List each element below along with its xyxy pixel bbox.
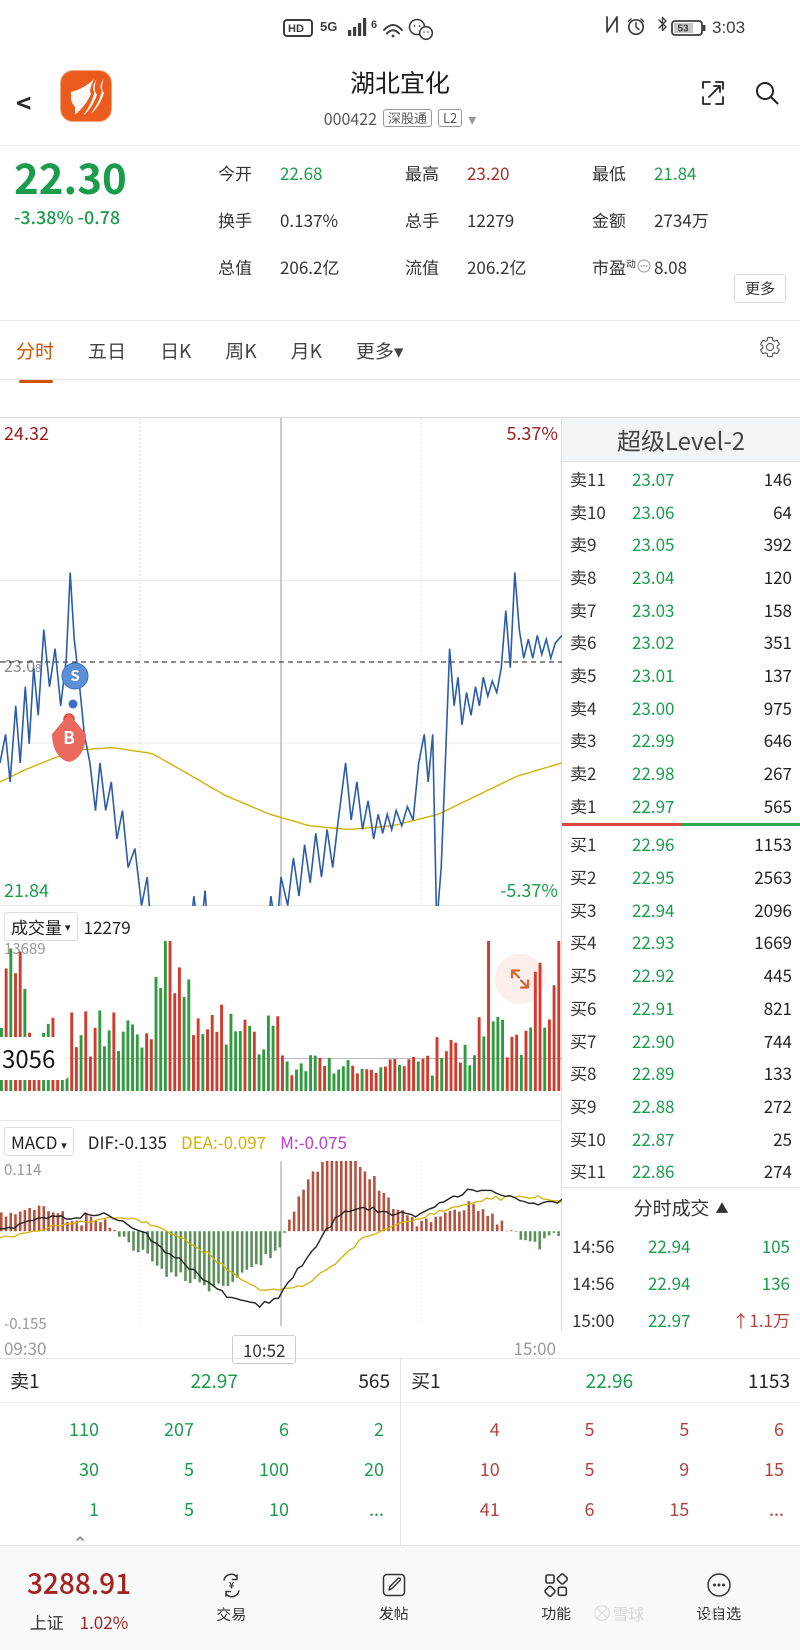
svg-text:HD: HD: [288, 23, 304, 35]
svg-text:B: B: [63, 724, 75, 749]
svg-text:3:03: 3:03: [712, 18, 745, 37]
svg-text:53: 53: [678, 24, 690, 35]
svg-text:S: S: [70, 665, 79, 686]
svg-text:5G: 5G: [320, 19, 337, 34]
svg-text:¥: ¥: [229, 1578, 235, 1591]
svg-text:6: 6: [371, 19, 377, 31]
